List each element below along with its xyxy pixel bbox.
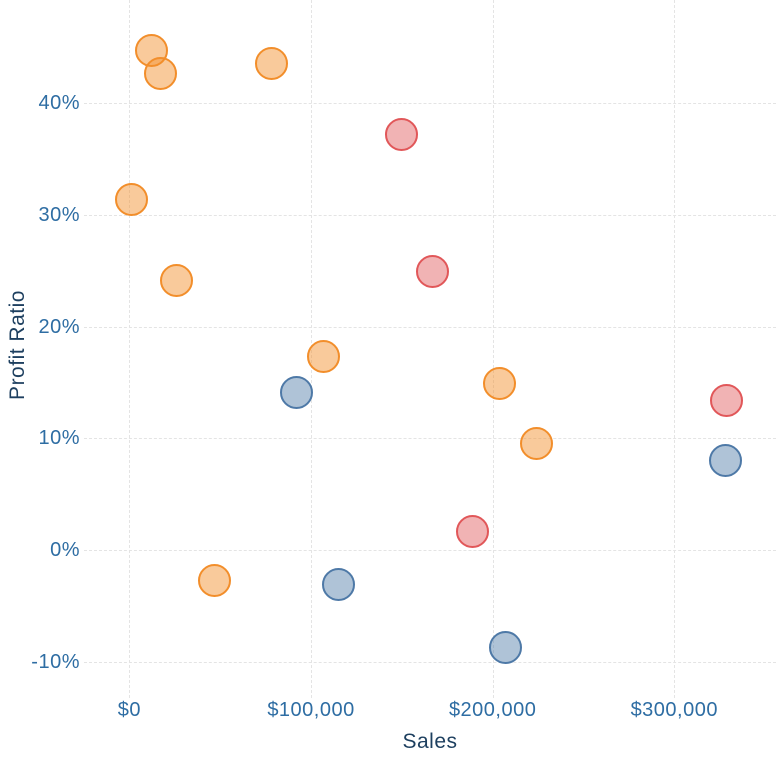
data-point-series-orange[interactable] — [114, 182, 148, 216]
data-point-series-orange[interactable] — [198, 563, 232, 597]
x-tick-label: $100,000 — [267, 699, 355, 721]
y-gridline — [84, 214, 776, 216]
data-point-series-red[interactable] — [416, 255, 450, 289]
data-point-series-blue[interactable] — [321, 568, 355, 602]
y-gridline — [84, 550, 776, 552]
x-tick-label: $300,000 — [630, 699, 718, 721]
data-point-series-orange[interactable] — [143, 57, 177, 91]
y-tick-label: 40% — [38, 91, 80, 114]
data-point-series-blue[interactable] — [280, 376, 313, 410]
y-tick-label: 10% — [38, 427, 80, 450]
x-tick-label: $200,000 — [448, 699, 537, 721]
y-tick-label: -10% — [31, 651, 80, 674]
x-gridline — [129, 0, 131, 698]
data-point-series-blue[interactable] — [488, 631, 522, 664]
data-point-series-red[interactable] — [385, 117, 419, 151]
data-point-series-orange[interactable] — [307, 340, 341, 374]
y-tick-label: 20% — [38, 315, 80, 338]
data-point-series-orange[interactable] — [160, 264, 194, 298]
y-tick-label: 0% — [50, 539, 80, 562]
x-gridline — [674, 0, 676, 698]
x-tick-label: $0 — [117, 699, 142, 721]
y-gridline — [84, 326, 776, 328]
y-gridline — [84, 102, 776, 104]
x-axis-title: Sales — [402, 730, 458, 753]
y-gridline — [84, 662, 776, 664]
y-gridline — [84, 438, 776, 440]
x-gridline — [492, 0, 494, 698]
data-point-series-orange[interactable] — [254, 47, 288, 81]
data-point-series-red[interactable] — [456, 514, 490, 548]
data-point-series-orange[interactable] — [483, 367, 517, 401]
data-point-series-blue[interactable] — [708, 444, 742, 478]
data-point-series-orange[interactable] — [519, 427, 553, 461]
y-tick-label: 30% — [38, 203, 80, 226]
y-axis-title: Profit Ratio — [6, 290, 29, 400]
data-point-series-red[interactable] — [710, 383, 744, 417]
